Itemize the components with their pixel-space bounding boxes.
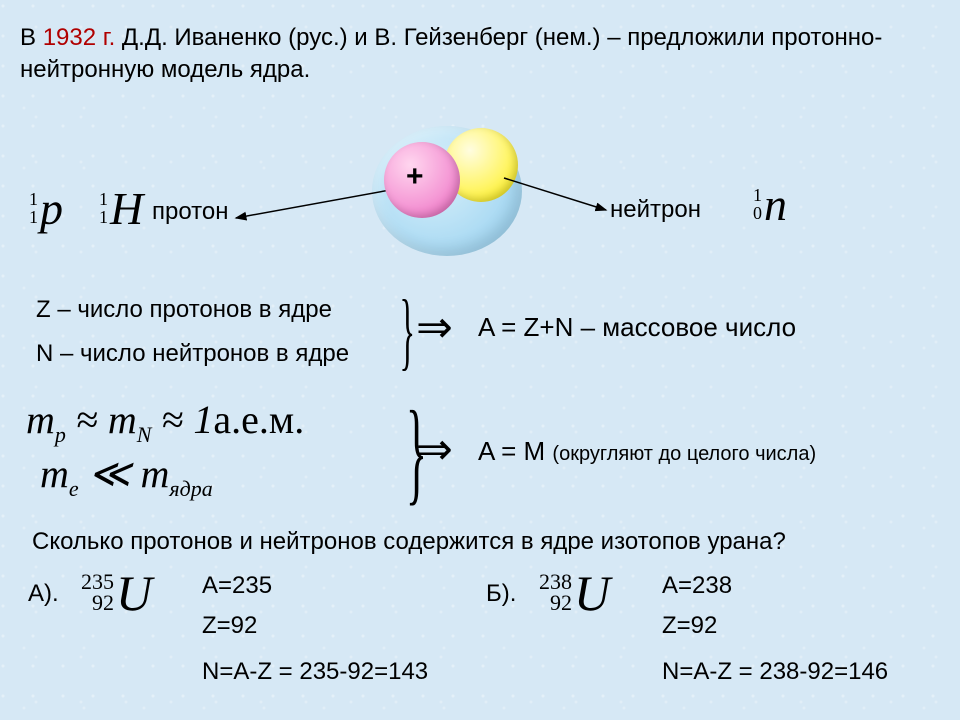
arrow-to-proton — [236, 190, 390, 218]
proton-label: протон — [152, 198, 229, 226]
example-b-line-2: Z=92 — [662, 612, 717, 640]
intro-rest: Д.Д. Иваненко (рус.) и В. Гейзенберг (не… — [20, 24, 882, 83]
symbol-n-sub: 0 — [740, 205, 762, 222]
implication-arrow-2: ⇒ — [416, 424, 453, 475]
symbol-n: 1 0 n — [740, 178, 787, 231]
symbol-p: 1 1 p — [16, 182, 63, 235]
symbol-n-letter: n — [764, 178, 787, 231]
symbol-h-sub: 1 — [86, 209, 108, 226]
example-a-label: А). — [28, 580, 59, 608]
neutron-label: нейтрон — [610, 196, 701, 224]
mass-line-2: me ≪ mядра — [40, 450, 213, 502]
example-b-line-3: N=A-Z = 238-92=146 — [662, 658, 888, 686]
intro-prefix: В — [20, 24, 43, 51]
intro-year: 1932 г. — [43, 24, 116, 51]
symbol-p-sup: 1 — [16, 191, 38, 208]
symbol-n-sup: 1 — [740, 187, 762, 204]
intro-text: В 1932 г. Д.Д. Иваненко (рус.) и В. Гейз… — [20, 22, 920, 87]
z-definition: Z – число протонов в ядре — [36, 296, 332, 324]
example-b-sub: 92 — [530, 593, 572, 614]
example-b-label: Б). — [486, 580, 516, 608]
a-equals-m-text: A = M (округляют до целого числа) — [478, 436, 816, 467]
mass-line-1: mp ≈ mN ≈ 1а.е.м. — [26, 396, 304, 448]
symbol-h-sup: 1 — [86, 191, 108, 208]
example-a-sub: 92 — [72, 593, 114, 614]
example-a-line-3: N=A-Z = 235-92=143 — [202, 658, 428, 686]
symbol-p-letter: p — [40, 182, 63, 235]
n-definition: N – число нейтронов в ядре — [36, 340, 349, 368]
symbol-h: 1 1 H — [86, 182, 143, 235]
example-b-symbol: 238 92 U — [530, 564, 610, 622]
example-a-line-2: Z=92 — [202, 612, 257, 640]
example-b-line-1: A=238 — [662, 572, 732, 600]
implication-arrow-1: ⇒ — [416, 302, 453, 353]
proton-plus: + — [406, 160, 424, 194]
question-text: Сколько протонов и нейтронов содержится … — [32, 528, 932, 556]
example-a-symbol: 235 92 U — [72, 564, 152, 622]
example-b-letter: U — [574, 564, 610, 622]
brace-1: } — [400, 282, 416, 382]
example-a-letter: U — [116, 564, 152, 622]
symbol-h-letter: H — [110, 182, 143, 235]
example-a-line-1: A=235 — [202, 572, 272, 600]
symbol-p-sub: 1 — [16, 209, 38, 226]
mass-number-text: A = Z+N – массовое число — [478, 312, 796, 343]
